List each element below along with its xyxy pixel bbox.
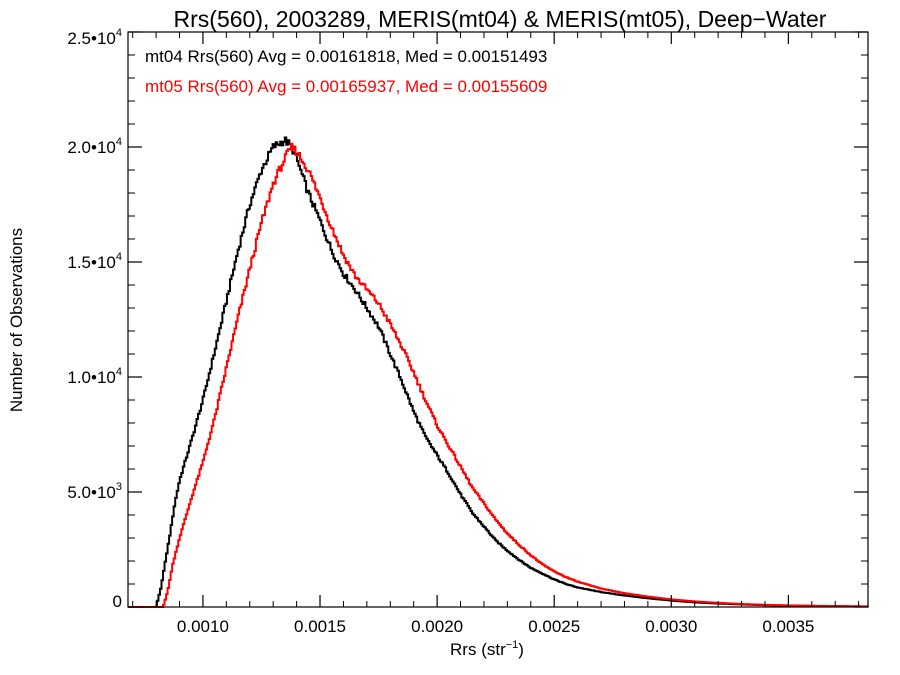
y-tick-label: 1.0•104 [67,366,122,387]
y-tick-label-exponent: 4 [116,27,122,39]
plot-frame [127,31,869,608]
y-tick-label-mantissa: 0 [113,592,122,611]
y-tick-label: 2.5•104 [67,27,122,48]
x-tick-label: 0.0035 [762,617,814,636]
series-layer [128,136,869,608]
x-tick-label: 0.0010 [177,617,229,636]
y-tick-label-exponent: 4 [116,136,122,148]
y-tick-label-exponent: 4 [116,366,122,378]
y-tick-label: 5.0•103 [67,481,122,502]
legend-entry-mt04: mt04 Rrs(560) Avg = 0.00161818, Med = 0.… [145,47,547,66]
y-tick-label: 1.5•104 [67,251,122,272]
x-axis-label-main: Rrs (str [450,640,506,659]
y-axis-label: Number of Observations [7,228,26,412]
y-tick-label-exponent: 3 [116,481,122,493]
x-tick-label: 0.0020 [411,617,463,636]
x-tick-label: 0.0025 [528,617,580,636]
y-tick-label-mantissa: 5.0•10 [67,483,116,502]
y-tick-label: 2.0•104 [67,136,122,157]
x-axis-label-end: ) [518,640,524,659]
ticks-layer: 0.0010 0.0015 0.0020 0.0025 0.0030 0.0035 0 5.0… [67,27,868,636]
x-axis-label: Rrs (str−1) [450,639,524,659]
series-line-mt05 [128,142,869,608]
y-tick-label-mantissa: 2.0•10 [67,138,116,157]
legend-entry-mt05: mt05 Rrs(560) Avg = 0.00165937, Med = 0.… [145,77,547,96]
y-tick-label-mantissa: 1.0•10 [67,368,116,387]
y-tick-label: 0 [113,592,122,611]
chart-title: Rrs(560), 2003289, MERIS(mt04) & MERIS(m… [174,6,827,32]
x-tick-label: 0.0015 [294,617,346,636]
x-tick-label: 0.0030 [645,617,697,636]
y-tick-label-mantissa: 2.5•10 [67,29,116,48]
x-axis-label-superscript: −1 [506,639,519,651]
y-tick-label-mantissa: 1.5•10 [67,253,116,272]
y-tick-label-exponent: 4 [116,251,122,263]
